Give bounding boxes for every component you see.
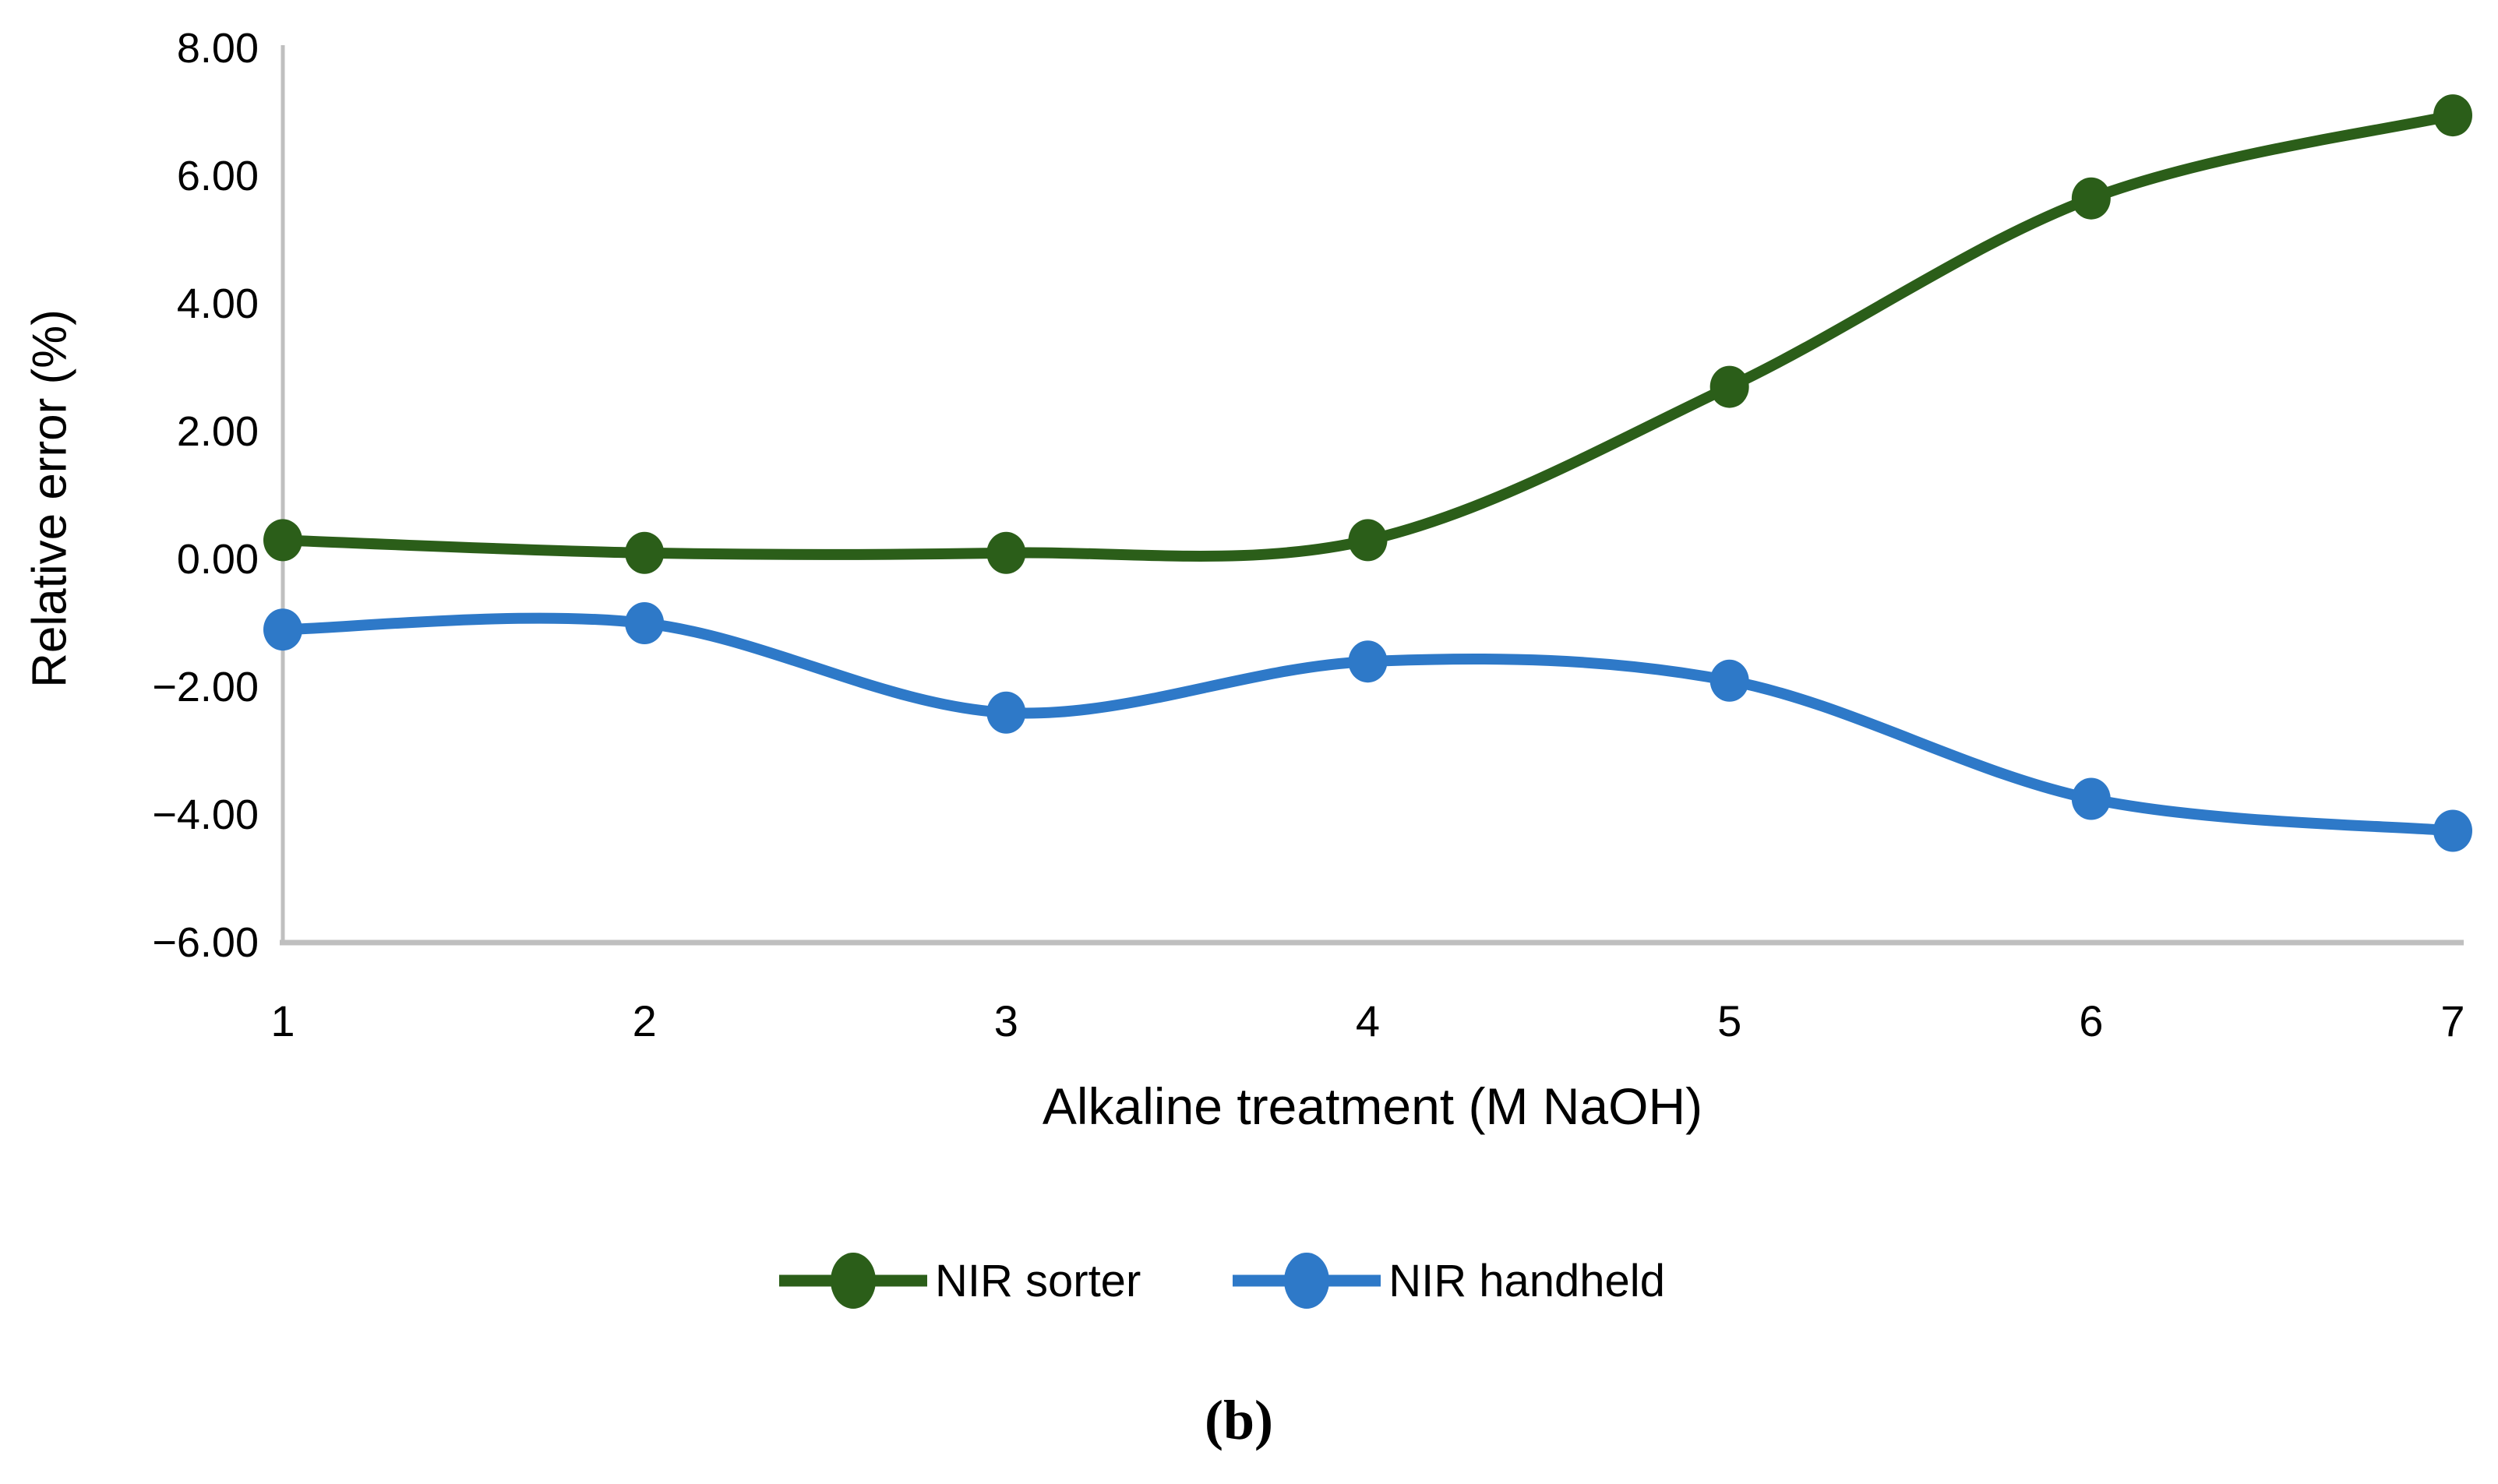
y-tick-label: 4.00 xyxy=(177,280,259,327)
data-point-series-0 xyxy=(1709,365,1749,408)
figure-caption: (b) xyxy=(1205,1389,1273,1451)
data-point-series-1 xyxy=(2071,777,2111,820)
y-axis-title: Relative error (%) xyxy=(23,309,77,688)
legend-label-nir-handheld: NIR handheld xyxy=(1388,1255,1665,1306)
legend-label-nir-sorter: NIR sorter xyxy=(935,1255,1141,1306)
y-tick-label: 6.00 xyxy=(177,153,259,199)
legend-marker-nir-handheld-icon xyxy=(1233,1243,1381,1318)
x-axis-title: Alkaline treatment (M NaOH) xyxy=(1042,1077,1703,1135)
legend-item-nir-handheld: NIR handheld xyxy=(1233,1243,1665,1318)
x-tick-label: 6 xyxy=(2079,996,2103,1045)
y-tick-label: 2.00 xyxy=(177,408,259,455)
data-point-series-0 xyxy=(1348,519,1388,562)
data-point-series-1 xyxy=(1348,640,1388,683)
data-point-series-1 xyxy=(625,602,665,644)
data-point-series-0 xyxy=(986,531,1026,574)
y-tick-label: 0.00 xyxy=(177,536,259,583)
data-point-series-1 xyxy=(2433,809,2472,852)
x-tick-label: 7 xyxy=(2440,996,2464,1045)
data-point-series-0 xyxy=(263,519,302,562)
legend-marker-nir-sorter-icon xyxy=(779,1243,927,1318)
data-point-series-1 xyxy=(986,691,1026,734)
legend-item-nir-sorter: NIR sorter xyxy=(779,1243,1141,1318)
y-tick-label: −6.00 xyxy=(152,919,259,966)
y-tick-label: −4.00 xyxy=(152,791,259,838)
y-tick-label: −2.00 xyxy=(152,664,259,710)
data-point-series-1 xyxy=(263,608,302,651)
x-tick-label: 1 xyxy=(270,996,295,1045)
x-tick-label: 2 xyxy=(633,996,657,1045)
y-tick-label: 8.00 xyxy=(177,25,259,72)
x-tick-label: 4 xyxy=(1356,996,1380,1045)
data-point-series-0 xyxy=(625,531,665,574)
line-chart-plot: 8.00 6.00 4.00 2.00 0.00 −2.00 −4.00 −6.001 2 3 4 5… xyxy=(152,25,2472,1045)
series-line-0 xyxy=(277,110,2458,562)
data-point-series-0 xyxy=(2433,94,2472,137)
data-point-series-1 xyxy=(1709,659,1749,702)
legend: NIR sorter NIR handheld xyxy=(779,1243,1665,1318)
x-tick-label: 5 xyxy=(1717,996,1741,1045)
data-point-series-0 xyxy=(2071,177,2111,220)
x-tick-label: 3 xyxy=(994,996,1018,1045)
